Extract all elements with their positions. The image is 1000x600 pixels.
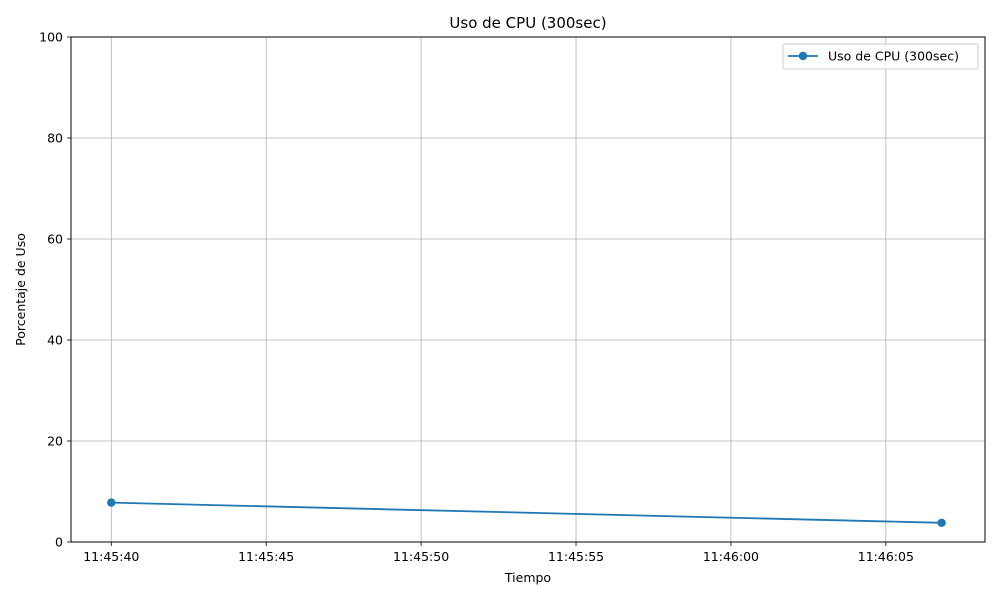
data-point-marker	[937, 518, 946, 528]
y-axis-ticks: 0 20 40 60 80 100	[39, 30, 71, 550]
series-line	[111, 501, 942, 524]
x-tick-label: 11:45:50	[393, 549, 449, 564]
x-axis-label: Tiempo	[504, 570, 551, 585]
y-tick-label: 0	[55, 535, 63, 550]
y-tick-label: 60	[47, 232, 63, 247]
x-tick-label: 11:46:05	[858, 549, 914, 564]
x-axis-ticks: 11:45:40 11:45:45 11:45:50 11:45:55 11:46:00…	[83, 542, 914, 564]
x-tick-label: 11:45:40	[83, 549, 139, 564]
legend-marker-swatch	[798, 51, 808, 61]
y-tick-label: 40	[47, 333, 63, 348]
series-layer	[107, 498, 946, 528]
y-tick-label: 20	[47, 434, 63, 449]
x-tick-label: 11:45:55	[548, 549, 604, 564]
plot-area-frame	[70, 36, 986, 543]
data-point-marker	[107, 498, 116, 507]
y-axis-label: Porcentaje de Uso	[13, 233, 28, 346]
legend-box	[782, 43, 979, 70]
legend: Uso de CPU (300sec)	[782, 43, 979, 70]
x-tick-label: 11:45:45	[238, 549, 294, 564]
chart-title: Uso de CPU (300sec)	[449, 14, 606, 32]
y-tick-label: 100	[39, 30, 63, 45]
x-tick-label: 11:46:00	[703, 549, 759, 564]
legend-label: Uso de CPU (300sec)	[828, 49, 959, 64]
y-tick-label: 80	[47, 131, 63, 146]
